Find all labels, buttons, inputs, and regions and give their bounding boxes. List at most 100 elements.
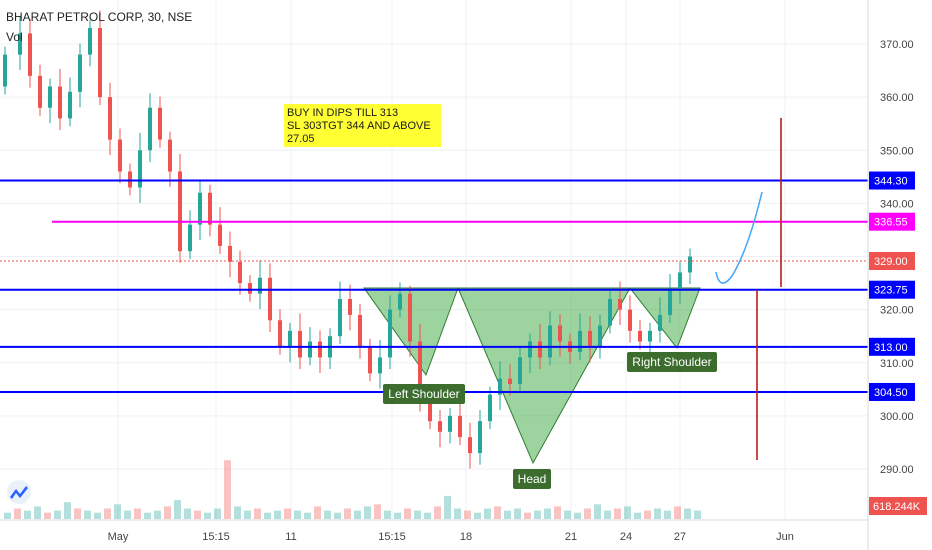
candle-body <box>658 314 662 331</box>
candle-body <box>58 86 62 119</box>
candle-body <box>638 330 642 342</box>
volume-bar <box>554 506 561 519</box>
right-shoulder-label: Right Shoulder <box>627 352 717 372</box>
trade-note-line-2: SL 303TGT 344 AND ABOVE <box>287 120 431 132</box>
candle-body <box>48 86 52 108</box>
candle-body <box>3 54 7 87</box>
candle-body <box>178 171 182 252</box>
volume-bar <box>134 508 141 519</box>
candle-body <box>98 28 102 98</box>
volume-bar <box>234 506 241 519</box>
volume-bar <box>104 508 111 519</box>
candle-body <box>378 357 382 374</box>
candle-body <box>448 415 452 432</box>
tradingview-logo-icon[interactable] <box>7 480 31 504</box>
candle-body <box>138 150 142 188</box>
volume-bar <box>114 504 121 519</box>
volume-tag: 618.244K <box>869 497 927 515</box>
candle-body <box>258 277 262 294</box>
candle-body <box>348 299 352 315</box>
time-tick-label: 21 <box>565 531 577 543</box>
candle-body <box>598 325 602 347</box>
candle-body <box>318 341 322 358</box>
candle-body <box>358 314 362 347</box>
level-tag <box>869 212 915 231</box>
time-tick-label: 15:15 <box>202 531 230 543</box>
volume-bar <box>154 510 161 519</box>
time-axis[interactable]: May 15:15 11 15:15 18 21 24 27 Jun <box>108 531 794 543</box>
left-shoulder-text: Left Shoulder <box>388 387 459 401</box>
volume-bar <box>254 508 261 519</box>
candle-body <box>588 330 592 347</box>
level-tag-label: 336.55 <box>874 217 908 229</box>
last-price-value: 329.00 <box>874 256 908 268</box>
volume-bar <box>244 510 251 519</box>
time-tick-label: 18 <box>460 531 472 543</box>
chart-title: BHARAT PETROL CORP, 30, NSE <box>6 10 192 24</box>
volume-bar <box>194 510 201 519</box>
vertical-grid <box>117 0 786 520</box>
volume-bar <box>694 510 701 519</box>
volume-value: 618.244K <box>873 501 921 513</box>
candle-body <box>338 299 342 337</box>
volume-bar <box>644 510 651 519</box>
volume-bar <box>434 506 441 519</box>
candle-body <box>368 346 372 374</box>
candle-body <box>648 330 652 342</box>
candle-body <box>398 293 402 310</box>
last-price-tag: 329.00 <box>869 252 915 270</box>
volume-bar <box>34 506 41 519</box>
volume-bar <box>454 508 461 519</box>
candle-body <box>298 330 302 358</box>
price-tick-label: 370.00 <box>880 39 914 51</box>
volume-bar <box>144 512 151 519</box>
level-tag <box>869 280 915 299</box>
volume-bar <box>444 495 451 519</box>
volume-bar <box>224 460 231 519</box>
candle-body <box>68 91 72 119</box>
candle-body <box>238 261 242 284</box>
volume-bar <box>374 504 381 519</box>
candle-body <box>678 272 682 289</box>
volume-bar <box>534 510 541 519</box>
candle-body <box>218 224 222 246</box>
candle-body <box>208 192 212 225</box>
candle-body <box>628 309 632 331</box>
level-tag <box>869 171 915 190</box>
volume-bar <box>354 510 361 519</box>
candles <box>3 10 692 469</box>
candle-body <box>548 325 552 358</box>
candle-body <box>438 421 442 432</box>
volume-bar <box>404 508 411 519</box>
horizontal-levels <box>0 179 868 393</box>
volume-bar <box>494 506 501 519</box>
time-tick-label: May <box>108 531 129 543</box>
volume-bar <box>184 508 191 519</box>
level-tag-label: 344.30 <box>874 176 908 188</box>
candle-body <box>428 399 432 422</box>
volume-bar <box>664 510 671 519</box>
volume-bar <box>604 510 611 519</box>
head-text: Head <box>518 472 547 486</box>
candle-body <box>498 378 502 395</box>
volume-bar <box>514 508 521 519</box>
volume-bar <box>654 508 661 519</box>
head-label: Head <box>513 469 551 489</box>
time-tick-label: 24 <box>620 531 632 543</box>
candle-body <box>188 224 192 252</box>
volume-bar <box>594 504 601 519</box>
volume-bar <box>674 506 681 519</box>
volume-bar <box>394 512 401 519</box>
candle-body <box>418 341 422 400</box>
right-shoulder-text: Right Shoulder <box>632 355 711 369</box>
volume-bar <box>4 512 11 519</box>
candle-body <box>228 245 232 262</box>
candle-body <box>288 330 292 347</box>
time-tick-label: 15:15 <box>378 531 406 543</box>
price-level-tags: 344.30 336.55 323.75 313.00 304.50 <box>869 171 915 401</box>
head-pattern <box>457 287 631 465</box>
level-tag-label: 304.50 <box>874 387 908 399</box>
volume-bar <box>44 512 51 519</box>
level-tag <box>869 337 915 356</box>
